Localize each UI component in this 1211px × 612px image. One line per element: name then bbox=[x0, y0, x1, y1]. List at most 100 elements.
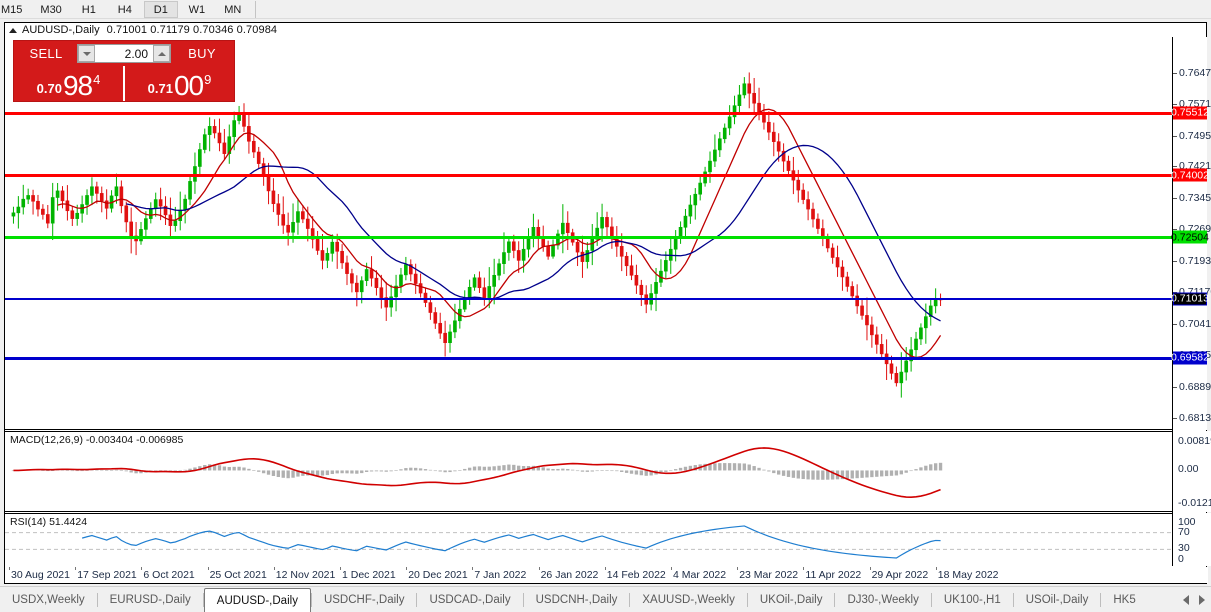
level-line-0.71013[interactable] bbox=[5, 297, 1172, 300]
chart-tab-usdcad-daily[interactable]: USDCAD-,Daily bbox=[429, 593, 511, 606]
tab-separator bbox=[629, 592, 631, 607]
chart-tab-uk100-h1[interactable]: UK100-,H1 bbox=[943, 593, 1001, 606]
chart-tab-eurusd-daily[interactable]: EURUSD-,Daily bbox=[109, 593, 191, 606]
rsi-scale: 100 70 30 0 bbox=[1173, 513, 1211, 566]
rsi-scale-label: 100 bbox=[1178, 516, 1196, 528]
scroll-left-icon[interactable] bbox=[1183, 594, 1189, 605]
macd-plot bbox=[11, 447, 943, 498]
timeframe-button-group: M15 M30 H1 H4 D1 W1 MN bbox=[0, 0, 260, 19]
date-tick-label: 17 Sep 2021 bbox=[77, 569, 137, 581]
date-tick bbox=[869, 567, 871, 570]
volume-decrement-button[interactable] bbox=[78, 45, 95, 62]
ohlc-values: 0.71001 0.71179 0.70346 0.70984 bbox=[106, 24, 278, 36]
chart-tab-ukoil-daily[interactable]: UKOil-,Daily bbox=[759, 593, 823, 606]
price-tick bbox=[1173, 386, 1177, 388]
price-pane[interactable] bbox=[5, 37, 1172, 430]
chart-tab-hk5[interactable]: HK5 bbox=[1113, 593, 1136, 606]
date-tick bbox=[273, 567, 275, 570]
price-tick bbox=[1173, 323, 1177, 325]
one-click-trading-panel[interactable]: SELL 2.00 BUY 0.70 98 4 0.71 00 9 bbox=[13, 40, 235, 102]
price-tick bbox=[1173, 260, 1177, 262]
price-level-chip-0.72504[interactable]: 0.72504 bbox=[1171, 230, 1209, 244]
tab-separator bbox=[202, 592, 204, 607]
collapse-triangle-icon[interactable] bbox=[9, 27, 17, 33]
timeframe-toolbar: M15 M30 H1 H4 D1 W1 MN bbox=[0, 0, 1211, 19]
scroll-right-icon[interactable] bbox=[1199, 594, 1205, 605]
price-tick bbox=[1173, 104, 1177, 106]
date-tick bbox=[406, 567, 408, 570]
toolbar-separator bbox=[254, 1, 256, 18]
candlestick-plot bbox=[11, 72, 943, 398]
date-tick-label: 18 May 2022 bbox=[937, 569, 999, 581]
price-level-chip-0.74002[interactable]: 0.74002 bbox=[1171, 168, 1209, 182]
date-tick bbox=[75, 567, 77, 570]
buy-button[interactable]: 0.71 00 9 bbox=[123, 66, 234, 101]
rsi-scale-label: 0 bbox=[1178, 553, 1184, 565]
chart-tab-bar[interactable]: USDX,Weekly EURUSD-,Daily AUDUSD-,Daily USD… bbox=[0, 586, 1211, 612]
price-tick bbox=[1173, 73, 1177, 74]
volume-increment-button[interactable] bbox=[153, 45, 170, 62]
date-tick bbox=[141, 567, 143, 570]
price-scale[interactable]: 0.764700.757100.749500.742100.734500.726… bbox=[1171, 37, 1211, 430]
buy-price-fraction: 9 bbox=[204, 72, 212, 87]
price-tick bbox=[1173, 197, 1177, 199]
date-tick bbox=[9, 567, 10, 570]
chart-tab-audusd-daily[interactable]: AUDUSD-,Daily bbox=[203, 588, 311, 612]
chart-tab-usdchf-daily[interactable]: USDCHF-,Daily bbox=[323, 593, 405, 606]
timeframe-button-m15[interactable]: M15 bbox=[1, 3, 23, 16]
buy-price-main: 00 bbox=[173, 70, 204, 101]
sell-label[interactable]: SELL bbox=[29, 46, 63, 61]
level-line-0.74002[interactable] bbox=[5, 174, 1172, 178]
level-line-0.72504[interactable] bbox=[5, 236, 1172, 240]
tab-scroll-arrows bbox=[1183, 587, 1211, 612]
buy-label[interactable]: BUY bbox=[188, 46, 216, 61]
volume-value[interactable]: 2.00 bbox=[124, 46, 148, 61]
level-line-0.75512[interactable] bbox=[5, 111, 1172, 115]
timeframe-button-mn[interactable]: MN bbox=[224, 3, 242, 16]
level-line-0.69582[interactable] bbox=[5, 356, 1172, 360]
tab-separator bbox=[746, 592, 748, 607]
volume-input[interactable]: 2.00 bbox=[77, 44, 171, 63]
price-level-chip-0.69582[interactable]: 0.69582 bbox=[1171, 351, 1209, 365]
timeframe-button-w1[interactable]: W1 bbox=[188, 3, 206, 16]
timeframe-button-h4[interactable]: H4 bbox=[117, 3, 132, 16]
date-tick-label: 23 Mar 2022 bbox=[739, 569, 799, 581]
tab-separator bbox=[1012, 592, 1014, 607]
chart-tab-usdx-weekly[interactable]: USDX,Weekly bbox=[12, 593, 85, 606]
sell-button[interactable]: 0.70 98 4 bbox=[14, 66, 123, 101]
tab-separator bbox=[96, 592, 98, 607]
date-tick bbox=[472, 567, 474, 570]
macd-pane[interactable]: MACD(12,26,9) -0.003404 -0.006985 bbox=[5, 431, 1172, 512]
date-tick-label: 20 Dec 2021 bbox=[408, 569, 468, 581]
date-tick bbox=[340, 567, 341, 570]
rsi-pane[interactable]: RSI(14) 51.4424 bbox=[5, 513, 1172, 566]
sell-price-prefix: 0.70 bbox=[36, 81, 62, 96]
buy-price-prefix: 0.71 bbox=[147, 81, 173, 96]
timeframe-button-d1[interactable]: D1 bbox=[143, 1, 178, 18]
date-tick-label: 7 Jan 2022 bbox=[474, 569, 527, 581]
chart-tab-usdcnh-daily[interactable]: USDCNH-,Daily bbox=[535, 593, 618, 606]
price-tick bbox=[1173, 418, 1177, 419]
date-tick-label: 26 Jan 2022 bbox=[540, 569, 599, 581]
chart-tab-usoil-daily[interactable]: USOil-,Daily bbox=[1025, 593, 1089, 606]
price-level-chip-0.71013[interactable]: 0.71013 bbox=[1171, 292, 1209, 306]
price-level-chip-0.75512[interactable]: 0.75512 bbox=[1171, 106, 1209, 120]
date-tick bbox=[803, 567, 805, 570]
chart-canvas-container[interactable]: AUDUSD-,Daily 0.71001 0.71179 0.70346 0.… bbox=[4, 22, 1211, 584]
tab-separator bbox=[930, 592, 932, 607]
chart-tab-dj30-weekly[interactable]: DJ30-,Weekly bbox=[847, 593, 919, 606]
chart-tab-xauusd-weekly[interactable]: XAUUSD-,Weekly bbox=[642, 593, 735, 606]
macd-scale-label: 0.00 bbox=[1178, 463, 1199, 476]
date-tick-label: 1 Dec 2021 bbox=[342, 569, 396, 581]
price-tick bbox=[1173, 229, 1177, 231]
date-axis[interactable]: 30 Aug 2021 17 Sep 2021 6 Oct 2021 25 Oct 2… bbox=[5, 567, 1208, 583]
date-tick-label: 25 Oct 2021 bbox=[209, 569, 267, 581]
date-tick bbox=[207, 567, 209, 570]
timeframe-button-m30[interactable]: M30 bbox=[40, 3, 62, 16]
timeframe-button-h1[interactable]: H1 bbox=[81, 3, 96, 16]
